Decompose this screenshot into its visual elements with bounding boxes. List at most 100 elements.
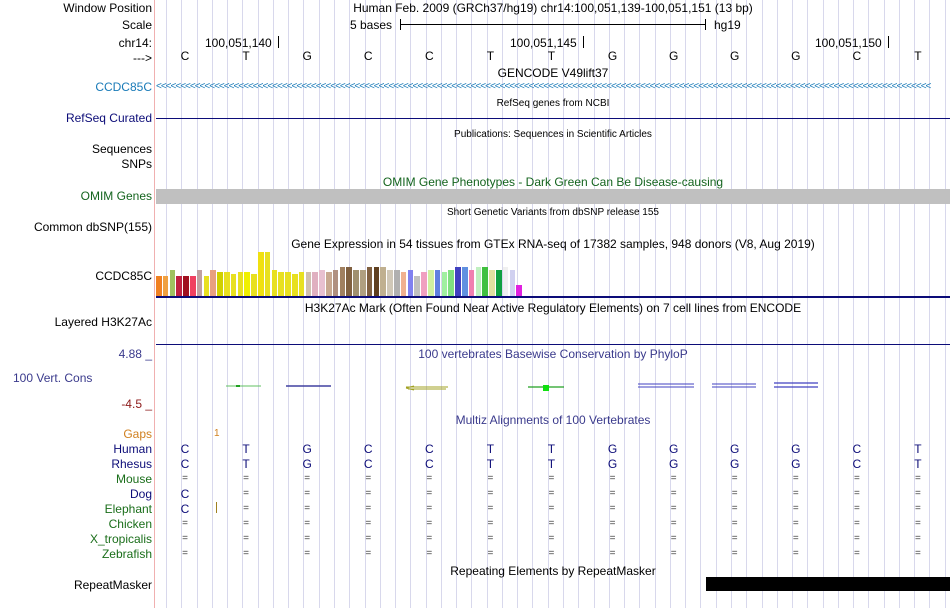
multiz-base: =: [792, 503, 799, 514]
dbsnp-track-label[interactable]: Common dbSNP(155): [33, 220, 152, 234]
phylop-segment-7: [638, 383, 694, 388]
gtex-tissue-bar[interactable]: [210, 270, 216, 296]
gtex-tissue-bar[interactable]: [305, 272, 312, 296]
gtex-tissue-bar[interactable]: [156, 276, 162, 296]
multiz-base: =: [548, 503, 555, 514]
gtex-tissue-bar[interactable]: [502, 267, 509, 296]
gencode-track-label[interactable]: CCDC85C: [95, 80, 152, 94]
gtex-tissue-bar[interactable]: [162, 276, 169, 296]
h3k27ac-track-label[interactable]: Layered H3K27Ac: [54, 315, 152, 329]
gtex-tissue-bar[interactable]: [312, 272, 318, 296]
gtex-track-label[interactable]: CCDC85C: [95, 269, 152, 283]
multiz-gap-marker[interactable]: 1: [214, 428, 220, 439]
repeatmasker-element[interactable]: [706, 577, 950, 591]
multiz-base: =: [731, 548, 738, 559]
gtex-tissue-bar[interactable]: [169, 270, 176, 296]
omim-track-label[interactable]: OMIM Genes: [80, 189, 152, 203]
gtex-tissue-bar[interactable]: [258, 252, 264, 296]
gtex-tissue-bar[interactable]: [482, 267, 488, 296]
gtex-tissue-bar[interactable]: [224, 272, 230, 296]
gtex-tissue-bar[interactable]: [468, 270, 475, 296]
gtex-expression-chart[interactable]: [156, 252, 556, 296]
gtex-tissue-bar[interactable]: [360, 270, 366, 296]
gtex-tissue-bar[interactable]: [285, 272, 291, 296]
gtex-tissue-bar[interactable]: [271, 270, 278, 296]
gtex-tissue-bar[interactable]: [203, 276, 210, 296]
multiz-species-label[interactable]: X_tropicalis: [89, 532, 152, 546]
publications-track-title: Publications: Sequences in Scientific Ar…: [454, 129, 652, 140]
multiz-species-label[interactable]: Human: [113, 442, 152, 456]
multiz-species-label[interactable]: Chicken: [108, 517, 152, 531]
gtex-tissue-bar[interactable]: [190, 276, 196, 296]
gtex-tissue-bar[interactable]: [394, 270, 400, 296]
multiz-species-label[interactable]: Rhesus: [111, 457, 152, 471]
multiz-species-label[interactable]: Dog: [129, 487, 152, 501]
multiz-base: =: [426, 503, 433, 514]
gtex-tissue-bar[interactable]: [346, 267, 352, 296]
publications-label-sequences[interactable]: Sequences: [91, 142, 152, 156]
multiz-base: =: [670, 503, 677, 514]
gtex-tissue-bar[interactable]: [332, 270, 339, 296]
gencode-gene-feature[interactable]: <<<<<<<<<<<<<<<<<<<<<<<<<<<<<<<<<<<<<<<<…: [156, 81, 931, 92]
gtex-tissue-bar[interactable]: [516, 285, 522, 296]
repeatmasker-track-label[interactable]: RepeatMasker: [73, 578, 152, 592]
phylop-track-label[interactable]: 100 Vert. Cons: [13, 371, 93, 385]
gtex-tissue-bar[interactable]: [509, 270, 516, 296]
gtex-tissue-bar[interactable]: [496, 270, 502, 296]
multiz-base: =: [426, 473, 433, 484]
omim-gene-bar[interactable]: [156, 189, 950, 204]
publications-label-snps[interactable]: SNPs: [121, 157, 152, 171]
gtex-tissue-bar[interactable]: [414, 276, 420, 296]
gtex-tissue-bar[interactable]: [462, 267, 468, 296]
multiz-species-label[interactable]: Elephant: [104, 502, 152, 516]
gtex-tissue-bar[interactable]: [251, 274, 257, 296]
gtex-tissue-bar[interactable]: [196, 270, 203, 296]
gtex-tissue-bar[interactable]: [292, 274, 298, 296]
multiz-base: =: [670, 533, 677, 544]
multiz-species-label[interactable]: Zebrafish: [101, 547, 152, 561]
gtex-tissue-bar[interactable]: [387, 270, 393, 296]
refseq-gene-line[interactable]: [156, 118, 950, 119]
phylop-signal[interactable]: [156, 380, 950, 396]
multiz-gaps-label[interactable]: Gaps: [123, 427, 152, 441]
multiz-base: =: [365, 548, 372, 559]
gtex-tissue-bar[interactable]: [183, 276, 189, 296]
gtex-tissue-bar[interactable]: [421, 272, 427, 296]
gtex-tissue-bar[interactable]: [407, 270, 414, 296]
gtex-tissue-bar[interactable]: [326, 272, 332, 296]
multiz-base: =: [487, 488, 494, 499]
gtex-tissue-bar[interactable]: [455, 267, 461, 296]
gtex-tissue-bar[interactable]: [353, 270, 359, 296]
gtex-tissue-bar[interactable]: [230, 274, 237, 296]
gtex-tissue-bar[interactable]: [366, 267, 373, 296]
gtex-tissue-bar[interactable]: [475, 267, 482, 296]
multiz-species-label[interactable]: Mouse: [115, 472, 152, 486]
gtex-tissue-bar[interactable]: [441, 272, 448, 296]
gtex-tissue-bar[interactable]: [428, 270, 434, 296]
refseq-track-label[interactable]: RefSeq Curated: [65, 111, 152, 125]
gtex-tissue-bar[interactable]: [264, 252, 271, 296]
gtex-tissue-bar[interactable]: [298, 272, 305, 296]
gtex-tissue-bar[interactable]: [489, 270, 495, 296]
gtex-tissue-bar[interactable]: [400, 272, 407, 296]
gtex-tissue-bar[interactable]: [448, 270, 454, 296]
gtex-tissue-bar[interactable]: [244, 272, 250, 296]
multiz-base: =: [243, 518, 249, 529]
gtex-tissue-bar[interactable]: [434, 270, 441, 296]
gtex-tissue-bar[interactable]: [339, 267, 346, 296]
gtex-tissue-bar[interactable]: [217, 272, 223, 296]
multiz-base: C: [180, 487, 190, 501]
gtex-tissue-bar[interactable]: [319, 270, 325, 296]
gtex-tissue-bar[interactable]: [373, 267, 380, 296]
multiz-base: =: [182, 518, 188, 529]
gtex-tissue-bar[interactable]: [237, 272, 244, 296]
multiz-base: =: [915, 518, 921, 529]
gtex-tissue-bar[interactable]: [176, 276, 182, 296]
gtex-tissue-bar[interactable]: [278, 272, 284, 296]
refseq-track-title: RefSeq genes from NCBI: [496, 98, 610, 109]
multiz-base: =: [609, 503, 616, 514]
base-letter: C: [363, 49, 373, 63]
assembly-position-text[interactable]: Human Feb. 2009 (GRCh37/hg19) chr14:100,…: [353, 1, 753, 15]
base-letter: G: [791, 49, 801, 63]
gtex-tissue-bar[interactable]: [380, 267, 386, 296]
